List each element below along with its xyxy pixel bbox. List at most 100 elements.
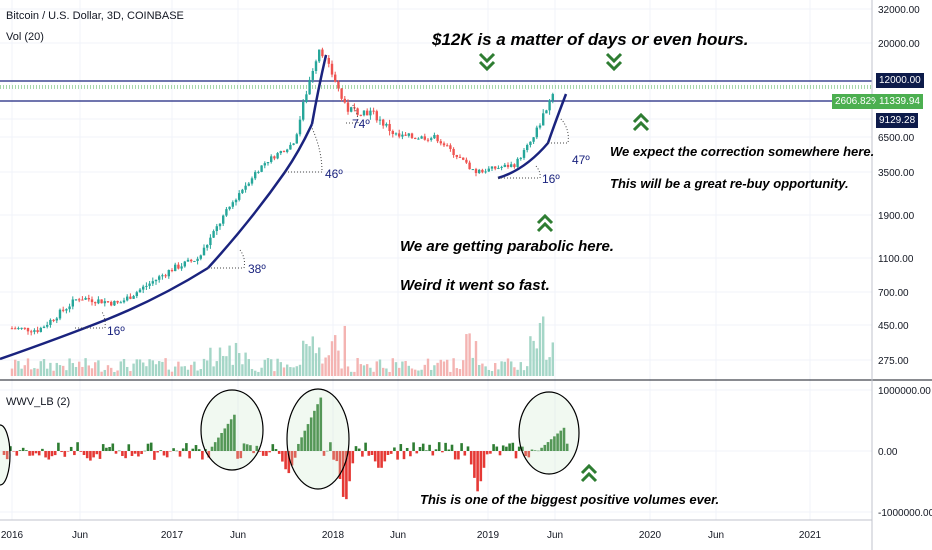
- candle-body: [346, 102, 350, 112]
- wwv-bar: [348, 451, 351, 482]
- wwv-bar: [76, 442, 79, 451]
- candle-body: [62, 309, 65, 311]
- symbol-title[interactable]: Bitcoin / U.S. Dollar, 3D, COINBASE: [6, 10, 184, 22]
- highlight-circle-3: [518, 391, 580, 475]
- wwv-bar: [60, 451, 63, 453]
- wwv-bar: [466, 446, 470, 451]
- volume-bar: [426, 358, 430, 376]
- wwv-bar: [82, 451, 86, 455]
- candle-body: [46, 324, 49, 327]
- volume-bar: [206, 360, 209, 376]
- candle-body: [100, 299, 103, 304]
- candle-body: [84, 297, 87, 300]
- candle-body: [516, 158, 519, 168]
- angle-arc-3: [285, 127, 323, 173]
- candle-body: [225, 209, 228, 216]
- candle-body: [369, 110, 372, 116]
- volume-bar: [234, 342, 238, 376]
- wwv-bar: [201, 451, 204, 460]
- wwv-bar: [245, 444, 249, 451]
- candle-body: [481, 169, 484, 173]
- volume-bar: [375, 361, 378, 376]
- wwv-bar: [370, 451, 374, 455]
- candle-body: [138, 289, 142, 293]
- wwv-bar: [325, 450, 329, 452]
- candle-body: [167, 270, 170, 277]
- candle-body: [244, 185, 247, 190]
- candle-body: [241, 189, 244, 194]
- wwv-bar: [431, 451, 435, 456]
- time-axis[interactable]: 2016 Jun 2017 Jun 2018 Jun 2019 Jun 2020 Jun 2021: [1, 530, 822, 541]
- wwv-bar: [540, 447, 543, 451]
- volume-bar: [391, 358, 394, 376]
- volume-bar: [225, 356, 228, 376]
- volume-label[interactable]: Vol (20): [6, 31, 44, 43]
- candle-body: [68, 306, 71, 310]
- wwv-bar: [18, 450, 22, 451]
- wwv-bar: [549, 439, 553, 451]
- volume-bar: [372, 371, 375, 376]
- wwv-bar: [425, 450, 428, 451]
- volume-bar: [30, 369, 33, 376]
- volume-bar: [362, 365, 366, 376]
- candle-body: [209, 237, 212, 246]
- price-tick-label: 275.00: [878, 356, 909, 367]
- wwv-bar: [537, 450, 540, 452]
- candle-body: [327, 58, 330, 64]
- volume-bar: [458, 369, 462, 376]
- wwv-bar: [9, 446, 12, 451]
- wwv-bar: [402, 451, 406, 460]
- volume-bar: [42, 359, 46, 376]
- wwv-bar: [329, 442, 332, 451]
- volume-bar: [286, 364, 289, 376]
- candle-body: [231, 202, 234, 207]
- price-axis[interactable]: 32000.00 20000.00 6500.00 3500.00 1900.00 110…: [878, 5, 920, 367]
- trendline-2: [207, 123, 314, 269]
- candle-body: [238, 193, 241, 200]
- candle-body: [522, 150, 526, 158]
- volume-bar: [308, 346, 311, 376]
- volume-bar: [529, 336, 532, 376]
- candle-body: [228, 206, 231, 210]
- volume-bar: [116, 370, 119, 376]
- wwv-bar: [380, 451, 383, 468]
- chevron-down-icon-stroke: [478, 60, 496, 72]
- candle-body: [276, 153, 279, 159]
- wwv-bar: [153, 451, 156, 460]
- time-tick-label: 2021: [799, 530, 822, 541]
- wwv-bar: [501, 445, 505, 451]
- volume-bar: [84, 358, 87, 376]
- angle-label-1: 16º: [107, 324, 125, 338]
- volume-bar: [199, 369, 202, 376]
- wwv-bar: [351, 451, 355, 464]
- volume-bar: [257, 371, 260, 376]
- volume-bar: [222, 355, 225, 376]
- wwv-bar: [178, 451, 182, 457]
- wwv-bar: [255, 445, 259, 451]
- chevron-up-icon-stroke: [632, 112, 650, 124]
- wwv-bar: [41, 448, 44, 451]
- wwv-bar: [428, 444, 431, 451]
- candle-body: [103, 301, 106, 304]
- volume-bar: [209, 347, 212, 376]
- candle-body: [71, 299, 74, 307]
- wwv-bar: [367, 451, 371, 456]
- wwv-bar: [287, 451, 291, 474]
- wwv-bar: [389, 451, 393, 454]
- wwv-bar: [117, 450, 121, 452]
- volume-bar: [503, 361, 506, 376]
- highlight-circle-1: [200, 389, 264, 471]
- wwv-bar: [210, 446, 214, 451]
- wwv-bar: [482, 451, 486, 468]
- wwv-axis[interactable]: 1000000.00 0.00 -1000000.00: [878, 386, 932, 519]
- candle-body: [26, 327, 30, 332]
- volume-bar: [81, 366, 84, 376]
- price-tick-label: 450.00: [878, 321, 909, 332]
- indicator-label[interactable]: WWV_LB (2): [6, 396, 71, 408]
- volume-bar: [129, 371, 132, 376]
- volume-bar: [154, 364, 158, 376]
- volume-bar: [244, 352, 247, 376]
- wwv-bar: [194, 445, 198, 451]
- candle-body: [158, 276, 161, 280]
